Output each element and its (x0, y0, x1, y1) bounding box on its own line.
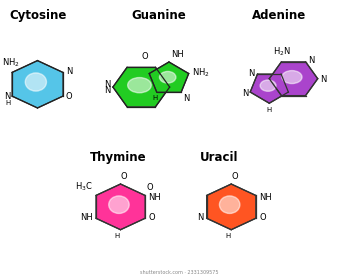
Text: Thymine: Thymine (89, 151, 146, 164)
Text: O: O (121, 172, 127, 181)
Text: O: O (259, 213, 266, 222)
Ellipse shape (282, 71, 302, 83)
Text: H: H (225, 233, 231, 239)
Text: H: H (267, 107, 272, 113)
Text: H$_2$N: H$_2$N (273, 45, 291, 58)
Text: shutterstock.com · 2331309575: shutterstock.com · 2331309575 (140, 270, 219, 275)
Text: NH: NH (171, 50, 184, 59)
Text: N: N (183, 94, 189, 103)
Text: NH$_2$: NH$_2$ (192, 66, 210, 79)
Polygon shape (269, 62, 318, 95)
Text: H: H (114, 233, 120, 239)
Ellipse shape (25, 73, 47, 91)
Ellipse shape (220, 196, 240, 213)
Text: H: H (152, 95, 158, 101)
Text: N: N (4, 92, 10, 101)
Text: N: N (249, 69, 255, 78)
Text: N: N (198, 213, 204, 222)
Text: O: O (142, 52, 148, 61)
Polygon shape (12, 60, 63, 108)
Text: NH: NH (80, 213, 93, 222)
Text: N: N (242, 89, 248, 98)
Ellipse shape (260, 80, 276, 91)
Text: N: N (104, 86, 110, 95)
Polygon shape (96, 184, 145, 230)
Polygon shape (113, 67, 170, 107)
Polygon shape (149, 62, 189, 92)
Text: NH$_2$: NH$_2$ (1, 57, 19, 69)
Text: O: O (231, 172, 238, 181)
Ellipse shape (128, 78, 151, 93)
Text: H$_3$C: H$_3$C (75, 181, 92, 193)
Text: N: N (66, 67, 72, 76)
Polygon shape (207, 184, 256, 230)
Text: O: O (147, 183, 154, 192)
Polygon shape (250, 74, 288, 103)
Text: NH: NH (259, 193, 272, 202)
Text: Adenine: Adenine (252, 9, 306, 22)
Ellipse shape (109, 196, 129, 213)
Text: Guanine: Guanine (131, 9, 186, 22)
Text: Cytosine: Cytosine (10, 9, 67, 22)
Text: O: O (66, 92, 72, 101)
Text: NH: NH (149, 193, 161, 202)
Text: N: N (309, 56, 315, 65)
Text: O: O (149, 213, 155, 222)
Text: H: H (5, 100, 10, 106)
Text: N: N (104, 80, 110, 89)
Ellipse shape (160, 71, 176, 83)
Text: Uracil: Uracil (200, 151, 239, 164)
Text: N: N (321, 75, 327, 84)
